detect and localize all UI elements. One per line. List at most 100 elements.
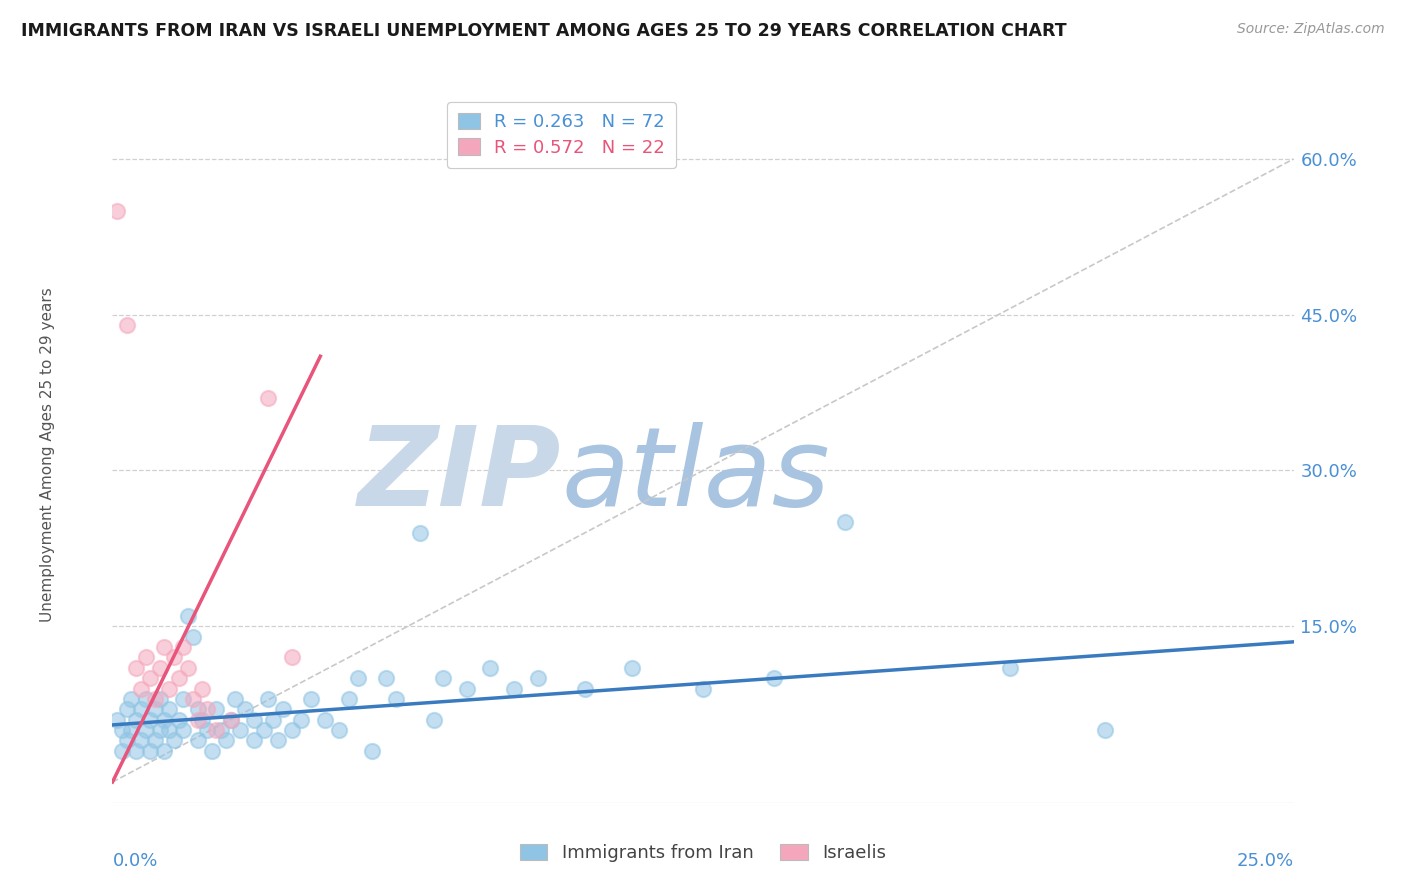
Point: [186, 713, 208, 727]
Point: [143, 702, 166, 716]
Point: [153, 713, 176, 727]
Point: [191, 681, 214, 696]
Point: [157, 723, 180, 738]
Text: Unemployment Among Ages 25 to 29 years: Unemployment Among Ages 25 to 29 years: [39, 287, 55, 623]
Legend: Immigrants from Iran, Israelis: Immigrants from Iran, Israelis: [513, 837, 893, 870]
Point: [299, 692, 322, 706]
Point: [191, 713, 214, 727]
Point: [262, 713, 284, 727]
Point: [163, 650, 186, 665]
Point: [125, 744, 148, 758]
Point: [177, 661, 200, 675]
Point: [120, 723, 142, 738]
Text: IMMIGRANTS FROM IRAN VS ISRAELI UNEMPLOYMENT AMONG AGES 25 TO 29 YEARS CORRELATI: IMMIGRANTS FROM IRAN VS ISRAELI UNEMPLOY…: [21, 22, 1067, 40]
Point: [1094, 723, 1116, 738]
Point: [181, 630, 204, 644]
Point: [233, 702, 256, 716]
Point: [105, 203, 128, 218]
Legend: R = 0.263   N = 72, R = 0.572   N = 22: R = 0.263 N = 72, R = 0.572 N = 22: [447, 103, 675, 168]
Point: [281, 650, 304, 665]
Point: [125, 713, 148, 727]
Point: [115, 733, 138, 747]
Point: [503, 681, 526, 696]
Point: [201, 744, 224, 758]
Point: [163, 733, 186, 747]
Point: [129, 733, 152, 747]
Point: [149, 661, 172, 675]
Point: [115, 318, 138, 332]
Point: [219, 713, 242, 727]
Point: [177, 608, 200, 623]
Point: [337, 692, 360, 706]
Point: [209, 723, 232, 738]
Text: 0.0%: 0.0%: [112, 852, 157, 870]
Point: [205, 723, 228, 738]
Text: 25.0%: 25.0%: [1236, 852, 1294, 870]
Point: [243, 733, 266, 747]
Point: [172, 723, 194, 738]
Point: [253, 723, 276, 738]
Point: [157, 681, 180, 696]
Point: [135, 723, 157, 738]
Text: ZIP: ZIP: [357, 422, 561, 529]
Point: [215, 733, 238, 747]
Point: [205, 702, 228, 716]
Point: [257, 391, 280, 405]
Point: [432, 671, 454, 685]
Point: [149, 692, 172, 706]
Point: [314, 713, 336, 727]
Point: [143, 733, 166, 747]
Point: [526, 671, 548, 685]
Point: [408, 525, 430, 540]
Point: [181, 692, 204, 706]
Point: [574, 681, 596, 696]
Point: [167, 713, 190, 727]
Point: [219, 713, 242, 727]
Point: [271, 702, 294, 716]
Point: [111, 723, 134, 738]
Text: atlas: atlas: [561, 422, 830, 529]
Point: [281, 723, 304, 738]
Point: [105, 713, 128, 727]
Point: [762, 671, 785, 685]
Point: [195, 702, 218, 716]
Point: [422, 713, 444, 727]
Point: [186, 733, 208, 747]
Point: [224, 692, 246, 706]
Point: [456, 681, 478, 696]
Point: [347, 671, 370, 685]
Point: [257, 692, 280, 706]
Point: [139, 713, 162, 727]
Text: Source: ZipAtlas.com: Source: ZipAtlas.com: [1237, 22, 1385, 37]
Point: [172, 640, 194, 654]
Point: [328, 723, 350, 738]
Point: [125, 661, 148, 675]
Point: [111, 744, 134, 758]
Point: [479, 661, 502, 675]
Point: [375, 671, 398, 685]
Point: [115, 702, 138, 716]
Point: [692, 681, 714, 696]
Point: [139, 671, 162, 685]
Point: [998, 661, 1021, 675]
Point: [149, 723, 172, 738]
Point: [172, 692, 194, 706]
Point: [129, 702, 152, 716]
Point: [143, 692, 166, 706]
Point: [361, 744, 384, 758]
Point: [120, 692, 142, 706]
Point: [267, 733, 290, 747]
Point: [135, 650, 157, 665]
Point: [243, 713, 266, 727]
Point: [153, 744, 176, 758]
Point: [153, 640, 176, 654]
Point: [129, 681, 152, 696]
Point: [167, 671, 190, 685]
Point: [834, 516, 856, 530]
Point: [139, 744, 162, 758]
Point: [290, 713, 312, 727]
Point: [195, 723, 218, 738]
Point: [385, 692, 408, 706]
Point: [135, 692, 157, 706]
Point: [229, 723, 252, 738]
